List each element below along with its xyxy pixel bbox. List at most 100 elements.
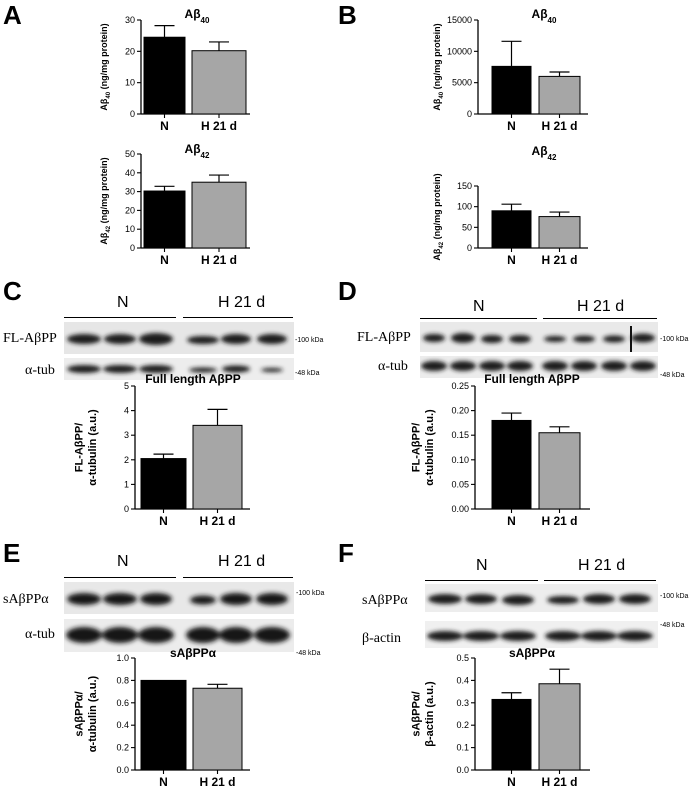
blot-group-label-h21d: H 21 d <box>577 298 625 315</box>
blot-group-line <box>425 580 538 581</box>
bar-n <box>491 210 532 249</box>
y-tick-label: 0 <box>467 109 472 119</box>
y-tick-label: 0.5 <box>456 653 469 663</box>
y-axis-label: Aβ40 (ng/mg protein) <box>432 23 445 110</box>
y-axis-label: Aβ40 (ng/mg protein) <box>99 23 112 110</box>
blot-group-line <box>420 318 537 319</box>
blot-group-line <box>64 577 176 578</box>
blot-group-label-n: N <box>473 298 485 315</box>
marker-label: -100 kDa <box>296 590 325 597</box>
panel-label-d: D <box>338 276 357 306</box>
y-tick-label: 0.4 <box>456 675 469 685</box>
y-tick-label: 0.15 <box>451 430 469 440</box>
y-tick-label: 0.6 <box>116 698 129 708</box>
y-axis-label: Aβ42 (ng/mg protein) <box>99 157 112 244</box>
y-tick-label: 0.0 <box>116 765 129 775</box>
bar-chart-a: Aβ42 Aβ42 (ng/mg protein) 0 10 20 30 40 50 N H 21… <box>99 142 250 267</box>
y-axis-label: Aβ42 (ng/mg protein) <box>432 173 445 260</box>
x-tick-label: H 21 d <box>541 775 577 789</box>
y-tick-label: 15000 <box>447 15 472 25</box>
bar-n <box>491 65 532 115</box>
x-tick-label: N <box>159 514 168 528</box>
chart-title: Aβ42 <box>185 142 210 160</box>
marker-label: -100 kDa <box>660 593 689 600</box>
y-tick-label: 4 <box>124 406 129 416</box>
x-tick-label: N <box>160 253 169 267</box>
blot-row-label: α-tub <box>25 627 55 642</box>
y-tick-label: 20 <box>125 205 135 215</box>
chart-title: sAβPPα <box>509 646 556 660</box>
y-tick-label: 10000 <box>447 46 472 56</box>
x-tick-label: H 21 d <box>541 514 577 528</box>
western-blot-image <box>420 322 658 378</box>
bar-chart-f: sAβPPα sAβPPα/β-actin (a.u.) 0.0 0.1 0.2 0.3 0… <box>411 646 590 789</box>
y-tick-label: 0 <box>130 243 135 253</box>
y-tick-label: 30 <box>125 15 135 25</box>
bar-h21d <box>192 687 243 771</box>
western-blot-image <box>425 584 658 648</box>
y-tick-label: 0 <box>124 504 129 514</box>
x-tick-label: H 21 d <box>199 514 235 528</box>
bar-h21d <box>538 216 581 249</box>
western-blot-image <box>64 582 294 652</box>
x-tick-label: H 21 d <box>541 119 577 133</box>
y-tick-label: 3 <box>124 430 129 440</box>
marker-label: -48 kDa <box>295 370 320 377</box>
bar-chart-b: Aβ40 Aβ40 (ng/mg protein) 0 5000 10000 15000 N… <box>432 7 588 133</box>
panel-label-b: B <box>338 0 357 30</box>
x-tick-label: N <box>507 775 516 789</box>
bar-h21d <box>192 424 243 510</box>
y-tick-label: 0.25 <box>451 381 469 391</box>
marker-label: -100 kDa <box>295 337 324 344</box>
y-tick-label: 20 <box>125 46 135 56</box>
y-tick-label: 30 <box>125 187 135 197</box>
x-tick-label: N <box>160 119 169 133</box>
marker-label: -48 kDa <box>660 372 685 379</box>
bar-h21d <box>538 432 581 510</box>
y-tick-label: 50 <box>462 222 472 232</box>
bar-n <box>143 36 186 115</box>
marker-label: -48 kDa <box>296 650 321 657</box>
blot-group-label-n: N <box>117 553 129 570</box>
blot-row-label: α-tub <box>378 359 408 374</box>
bar-h21d <box>538 75 581 115</box>
bar-h21d <box>538 683 581 771</box>
y-tick-label: 150 <box>457 181 472 191</box>
blot-group-label-h21d: H 21 d <box>218 294 266 311</box>
blot-row-label: sAβPPα <box>3 592 49 607</box>
bar-n <box>491 419 532 510</box>
blot-group-label-n: N <box>117 294 129 311</box>
y-tick-label: 0 <box>130 109 135 119</box>
y-tick-label: 0.3 <box>456 698 469 708</box>
blot-group-label-h21d: H 21 d <box>218 553 266 570</box>
blot-group-label-n: N <box>476 557 488 574</box>
y-tick-label: 0.0 <box>456 765 469 775</box>
y-tick-label: 0.2 <box>456 720 469 730</box>
blot-group-line <box>64 317 176 318</box>
western-blot-image <box>64 322 294 380</box>
bar-chart-b: Aβ42 Aβ42 (ng/mg protein) 0 50 100 150 N H 21 d <box>432 144 588 267</box>
y-tick-label: 0 <box>467 243 472 253</box>
panel-label-e: E <box>3 538 21 568</box>
y-axis-label: FL-AβPP/α-tubulin (a.u.) <box>411 409 436 486</box>
y-tick-label: 0.20 <box>451 406 469 416</box>
y-tick-label: 2 <box>124 455 129 465</box>
bar-chart-a: Aβ40 Aβ40 (ng/mg protein) 0 10 20 30 N H 21 d <box>99 7 250 133</box>
blot-row-label: sAβPPα <box>362 593 408 608</box>
blot-row-label: FL-AβPP <box>357 330 411 345</box>
y-tick-label: 50 <box>125 149 135 159</box>
y-tick-label: 1.0 <box>116 653 129 663</box>
y-tick-label: 0.2 <box>116 743 129 753</box>
bar-n <box>140 679 187 771</box>
bar-n <box>140 458 187 510</box>
x-tick-label: H 21 d <box>201 253 237 267</box>
bar-h21d <box>191 50 247 115</box>
x-tick-label: N <box>507 119 516 133</box>
panel-label-f: F <box>338 538 354 568</box>
x-tick-label: H 21 d <box>199 775 235 789</box>
y-axis-label: sAβPPα/α-tubulin (a.u.) <box>74 675 99 752</box>
